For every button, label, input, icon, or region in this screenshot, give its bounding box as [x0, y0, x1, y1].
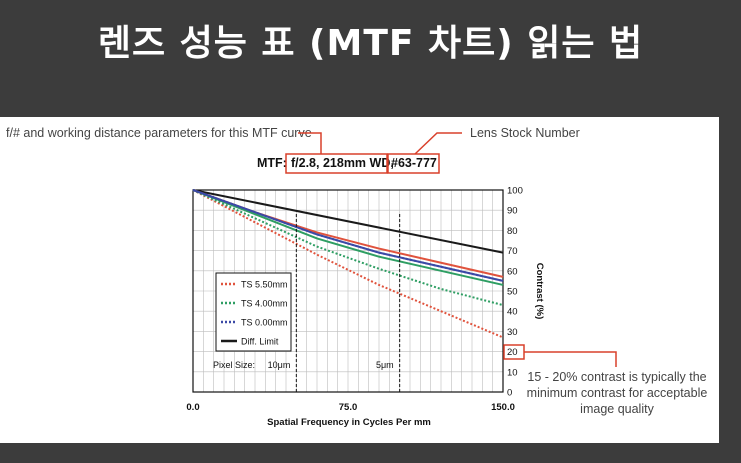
x-tick-label: 0.0 [186, 402, 199, 413]
legend-box [215, 272, 292, 352]
legend-label: TS 0.00mm [241, 318, 288, 328]
y-tick-label: 60 [507, 266, 518, 277]
pixel-size-marker-label: 10μm [268, 360, 291, 370]
x-axis-label: Spatial Frequency in Cycles Per mm [267, 417, 431, 428]
params-annotation: f/# and working distance parameters for … [6, 126, 312, 140]
legend-label: Diff. Limit [241, 337, 279, 347]
mtf-prefix: MTF: [257, 156, 287, 170]
x-tick-labels: 0.0 75.0 150.0 [186, 402, 515, 413]
y-axis-label: Contrast (%) [534, 263, 545, 319]
contrast-annotation-line: image quality [580, 402, 654, 416]
y-tick-label: 10 [507, 367, 518, 378]
y-tick-label: 40 [507, 307, 518, 318]
pixel-size-label: Pixel Size: [213, 360, 255, 370]
series-line-diff-limit-solid [192, 189, 504, 254]
legend: TS 5.50mm TS 4.00mm TS 0.00mm Diff. Limit [215, 272, 292, 352]
series-line-ts-4-00mm-solid [192, 189, 504, 286]
y-tick-label: 80 [507, 226, 518, 237]
x-tick-label: 75.0 [339, 402, 358, 413]
contrast-annotation-line: 15 - 20% contrast is typically the [527, 370, 706, 384]
series-line-ts-4-00mm-dashed [192, 189, 504, 307]
plot-border [192, 189, 504, 393]
y-tick-label: 20 [507, 347, 518, 358]
y-tick-label: 50 [507, 287, 518, 298]
contrast-annotation-line: minimum contrast for acceptable [527, 386, 708, 400]
y-tick-label: 100 [507, 186, 523, 197]
pixel-size-markers: Pixel Size: 10μm 5μm [213, 214, 401, 392]
contrast-annotation: 15 - 20% contrast is typically the minimu… [527, 370, 708, 416]
params-highlight-box [285, 153, 388, 174]
y-tick-labels: 0 10 20 30 40 50 60 70 80 90 100 [507, 186, 523, 399]
contrast-leader-line [524, 351, 617, 367]
mtf-params: f/2.8, 218mm WD, [291, 156, 394, 170]
series-lines [192, 189, 504, 339]
params-leader-line [298, 132, 322, 154]
legend-label: TS 4.00mm [241, 299, 288, 309]
lens-stock-number: #63-777 [391, 156, 437, 170]
series-line-ts-0-00mm-dashed [192, 189, 504, 282]
x-tick-label: 150.0 [491, 402, 515, 413]
y-tick-label: 0 [507, 388, 512, 399]
y-tick-label: 90 [507, 206, 518, 217]
stock-highlight-box [387, 153, 440, 174]
mtf-chart: f/# and working distance parameters for … [6, 126, 708, 428]
y-tick-label: 70 [507, 246, 518, 257]
pixel-size-marker-label: 5μm [376, 360, 394, 370]
y-tick-label: 30 [507, 327, 518, 338]
legend-label: TS 5.50mm [241, 280, 288, 290]
mtf-figure-panel: f/# and working distance parameters for … [0, 117, 719, 443]
page-title: 렌즈 성능 표 (MTF 차트) 읽는 법 [97, 23, 644, 64]
stock-leader-line [414, 132, 462, 155]
stock-annotation: Lens Stock Number [470, 126, 580, 140]
